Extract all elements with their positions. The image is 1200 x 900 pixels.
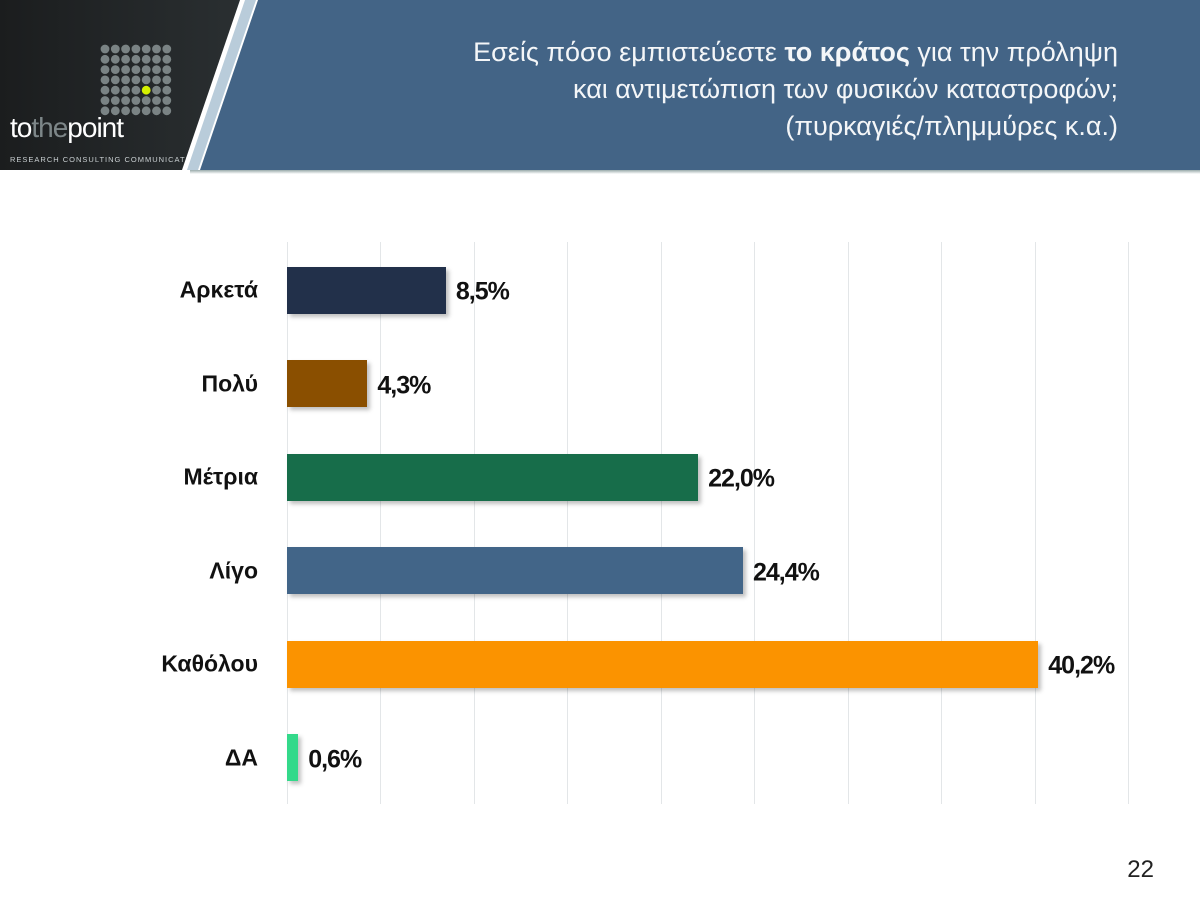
value-label: 4,3% xyxy=(377,371,431,399)
title-banner xyxy=(200,0,1200,170)
logo-dot xyxy=(152,54,161,64)
logo-dot xyxy=(131,96,141,105)
logo-dot xyxy=(110,65,120,74)
logo-dot xyxy=(100,85,110,95)
logo-dot xyxy=(110,85,120,95)
category-label: Λίγο xyxy=(209,557,258,583)
logo-dot xyxy=(110,54,120,64)
bar xyxy=(287,547,743,594)
logo-dot xyxy=(100,54,110,64)
logo-dot xyxy=(121,65,130,74)
value-label: 40,2% xyxy=(1048,651,1115,680)
bar xyxy=(287,266,446,314)
bar xyxy=(287,734,299,781)
logo-dot xyxy=(141,96,151,105)
logo-dot xyxy=(162,85,172,95)
logo-dot xyxy=(141,65,151,74)
logo-dot xyxy=(162,96,172,105)
logo-tagline: RESEARCH CONSULTING COMMUNICATION xyxy=(10,155,202,164)
logo-dot xyxy=(152,44,161,54)
gridline xyxy=(660,242,662,804)
logo-dot xyxy=(141,106,151,116)
logo-dot xyxy=(131,54,141,64)
gridline xyxy=(380,242,382,804)
header-shadow xyxy=(190,170,1200,174)
gridline xyxy=(1128,242,1129,804)
logo-brand: tothepoint xyxy=(10,112,124,143)
bar xyxy=(287,453,699,501)
logo-dot xyxy=(110,106,120,116)
category-label: Καθόλου xyxy=(161,650,258,677)
gridline xyxy=(1034,242,1036,804)
gridline xyxy=(941,242,943,804)
logo-dot xyxy=(131,75,141,85)
logo-dot xyxy=(141,85,151,95)
logo-dot xyxy=(121,44,130,54)
logo-dot xyxy=(100,65,110,74)
page-number: 22 xyxy=(1127,856,1154,883)
logo-dot xyxy=(131,65,141,74)
slide-title: Εσείς πόσο εμπιστεύεστε το κράτος για τη… xyxy=(473,37,1118,141)
logo-dot xyxy=(100,44,110,54)
logo-dot xyxy=(141,44,151,54)
logo-dot xyxy=(131,106,141,116)
logo-dots-icon xyxy=(100,44,172,116)
logo-dot xyxy=(162,44,172,54)
category-label: ΔΑ xyxy=(224,744,258,770)
logo-dot xyxy=(141,75,151,85)
gridline xyxy=(847,242,849,804)
value-label: 8,5% xyxy=(455,277,510,306)
logo-dot xyxy=(121,85,130,95)
slide-header: tothepoint RESEARCH CONSULTING COMMUNICA… xyxy=(0,0,1200,174)
value-label: 24,4% xyxy=(753,558,820,586)
logo-dot xyxy=(152,75,161,85)
gridline xyxy=(567,242,569,804)
value-label: 22,0% xyxy=(708,464,775,493)
logo-dot xyxy=(162,65,172,74)
logo-dot xyxy=(100,75,110,85)
category-label: Αρκετά xyxy=(179,276,258,303)
logo-dot xyxy=(110,44,120,54)
logo-dot xyxy=(100,106,110,116)
logo-dot xyxy=(152,85,161,95)
logo-dot xyxy=(131,44,141,54)
logo-dot xyxy=(110,75,120,85)
category-label: Πολύ xyxy=(201,370,259,396)
logo-dot xyxy=(162,106,172,116)
logo-dot xyxy=(141,54,151,64)
bar xyxy=(287,640,1039,688)
logo-dot xyxy=(162,75,172,85)
logo-dot xyxy=(100,96,110,105)
gridline xyxy=(754,242,756,804)
logo-dot xyxy=(152,65,161,74)
value-label: 0,6% xyxy=(308,745,362,773)
gridline xyxy=(473,242,475,804)
logo-dot xyxy=(131,85,141,95)
logo-dot xyxy=(152,96,161,105)
logo-dot xyxy=(121,106,130,116)
logo-dot xyxy=(121,54,130,64)
logo-dot xyxy=(162,54,172,64)
logo-dot xyxy=(152,106,161,116)
logo-dot xyxy=(110,96,120,105)
category-label: Μέτρια xyxy=(183,463,258,490)
gridline xyxy=(287,242,288,804)
logo-dot xyxy=(121,96,130,105)
logo-dot xyxy=(121,75,130,85)
bar xyxy=(287,360,368,407)
